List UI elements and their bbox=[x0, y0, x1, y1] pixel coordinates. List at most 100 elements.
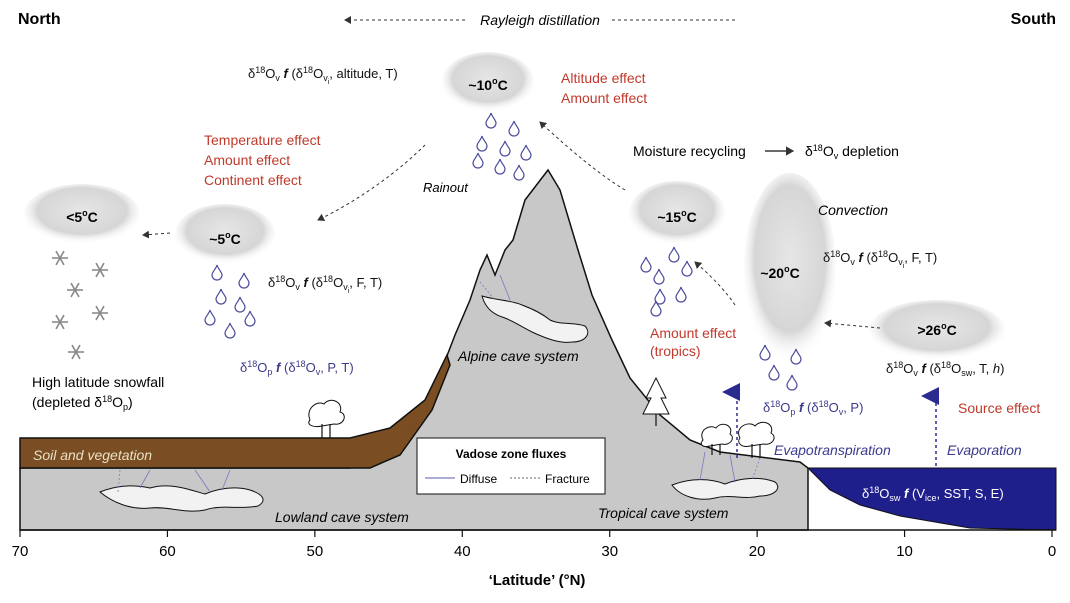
cloud-15c bbox=[629, 181, 725, 245]
legend-fracture: Fracture bbox=[545, 472, 590, 486]
lowland-cave-label: Lowland cave system bbox=[275, 509, 409, 525]
soil-layer bbox=[19, 352, 451, 469]
temp-10c: ~10oC bbox=[468, 76, 507, 93]
raindrop-icon bbox=[513, 164, 525, 181]
axis-tick-label: 0 bbox=[1048, 543, 1056, 560]
temperature-effect: Temperature effect bbox=[204, 132, 321, 148]
continent-effect: Continent effect bbox=[204, 172, 302, 188]
formula-source: δ18Ov f (δ18Osw, T, h) bbox=[886, 360, 1004, 378]
raindrop-icon bbox=[640, 256, 652, 273]
amount-effect-tropics: Amount effect bbox=[650, 325, 736, 341]
raindrop-icon bbox=[244, 310, 256, 327]
evapotranspiration-label: Evapotranspiration bbox=[774, 442, 891, 458]
snowflake-icon bbox=[92, 305, 108, 321]
high-latitude-label: High latitude snowfall bbox=[32, 374, 164, 390]
raindrop-icon bbox=[675, 286, 687, 303]
raindrop-icon bbox=[211, 264, 223, 281]
cloud-lt5c bbox=[24, 184, 140, 244]
evap-arrows bbox=[722, 383, 939, 466]
amount-effect-left: Amount effect bbox=[204, 152, 290, 168]
tree-pine bbox=[642, 376, 670, 426]
snowflake-icon bbox=[92, 262, 108, 278]
alpine-cave bbox=[481, 295, 589, 343]
north-label: North bbox=[18, 11, 61, 28]
formula-left: δ18Ov f (δ18Ovi, F, T) bbox=[268, 274, 382, 295]
ocean bbox=[806, 467, 1057, 531]
rainout-label: Rainout bbox=[423, 180, 469, 195]
raindrop-icon bbox=[786, 374, 798, 391]
raindrop-icon bbox=[668, 246, 680, 263]
snowflake-icon bbox=[67, 282, 83, 298]
temp-26c: >26oC bbox=[917, 321, 956, 338]
raindrop-icon bbox=[508, 120, 520, 137]
soil-label: Soil and vegetation bbox=[33, 447, 152, 463]
raindrop-icon bbox=[768, 364, 780, 381]
raindrop-icon bbox=[654, 288, 666, 305]
legend-diffuse: Diffuse bbox=[460, 472, 497, 486]
axis-tick-label: 40 bbox=[454, 543, 471, 560]
axis-tick-label: 60 bbox=[159, 543, 176, 560]
vadose-flux-lines bbox=[117, 274, 761, 493]
moisture-recycling-label: Moisture recycling bbox=[633, 143, 746, 159]
tree-tropical bbox=[700, 421, 775, 458]
formula-op-left: δ18Op f (δ18Ov, P, T) bbox=[240, 359, 354, 377]
axis-tick-label: 50 bbox=[307, 543, 324, 560]
evaporation-label: Evaporation bbox=[947, 442, 1022, 458]
axis-tick-label: 10 bbox=[896, 543, 913, 560]
legend-title: Vadose zone fluxes bbox=[456, 447, 567, 461]
cloud-26c bbox=[869, 300, 1005, 360]
depletion-label: δ18Ov depletion bbox=[805, 143, 899, 161]
altitude-effect: Altitude effect bbox=[561, 70, 646, 86]
cloud-5c bbox=[175, 204, 275, 264]
lowland-cave bbox=[99, 485, 264, 512]
raindrop-icon bbox=[472, 152, 484, 169]
raindrop-icon bbox=[476, 135, 488, 152]
axis-tick-label: 30 bbox=[601, 543, 618, 560]
raindrop-icon bbox=[238, 272, 250, 289]
rayleigh-text: Rayleigh distillation bbox=[480, 12, 600, 28]
raindrop-icon bbox=[204, 309, 216, 326]
temp-15c: ~15oC bbox=[657, 208, 696, 225]
raindrop-icon bbox=[224, 322, 236, 339]
axis-tick-label: 20 bbox=[749, 543, 766, 560]
raindrop-icon bbox=[485, 112, 497, 129]
ground-body bbox=[19, 168, 809, 531]
cloud-10c bbox=[442, 52, 534, 112]
raindrop-icon bbox=[215, 288, 227, 305]
raindrop-icon bbox=[790, 348, 802, 365]
axis-title: ‘Latitude’ (°N) bbox=[489, 572, 586, 589]
tree-lowland bbox=[308, 399, 345, 438]
x-axis: 70 60 50 40 30 20 10 0 bbox=[12, 530, 1056, 560]
snowflakes bbox=[52, 250, 108, 360]
south-label: South bbox=[1011, 11, 1056, 28]
amount-effect-top: Amount effect bbox=[561, 90, 647, 106]
temp-5c: ~5oC bbox=[209, 230, 241, 247]
formula-ocean: δ18Osw f (Vice, SST, S, E) bbox=[862, 485, 1004, 503]
convection-label: Convection bbox=[818, 202, 888, 218]
snowflake-icon bbox=[68, 344, 84, 360]
cloud-20c bbox=[744, 173, 836, 363]
raindrop-icon bbox=[681, 260, 693, 277]
depleted-label: (depleted δ18Op) bbox=[32, 394, 133, 412]
raindrop-icon bbox=[650, 300, 662, 317]
source-effect: Source effect bbox=[958, 400, 1040, 416]
legend: Vadose zone fluxes Diffuse Fracture bbox=[416, 437, 606, 495]
axis-tick-label: 70 bbox=[12, 543, 29, 560]
raindrop-icon bbox=[234, 296, 246, 313]
raindrop-icon bbox=[653, 268, 665, 285]
snowflake-icon bbox=[52, 250, 68, 266]
temp-lt5c: <5oC bbox=[66, 208, 98, 225]
formula-right: δ18Ov f (δ18Ovi, F, T) bbox=[823, 249, 937, 270]
raindrop-icon bbox=[759, 344, 771, 361]
tropical-cave-label: Tropical cave system bbox=[598, 505, 729, 521]
alpine-cave-label: Alpine cave system bbox=[457, 348, 579, 364]
raindrop-icon bbox=[494, 158, 506, 175]
tropical-cave bbox=[671, 477, 779, 500]
formula-op-right: δ18Op f (δ18Ov, P) bbox=[763, 399, 863, 417]
temp-20c: ~20oC bbox=[760, 264, 799, 281]
tropics-label: (tropics) bbox=[650, 343, 701, 359]
raindrop-icon bbox=[499, 140, 511, 157]
snowflake-icon bbox=[52, 314, 68, 330]
formula-top: δ18Ov f (δ18Ovi, altitude, T) bbox=[248, 65, 398, 86]
